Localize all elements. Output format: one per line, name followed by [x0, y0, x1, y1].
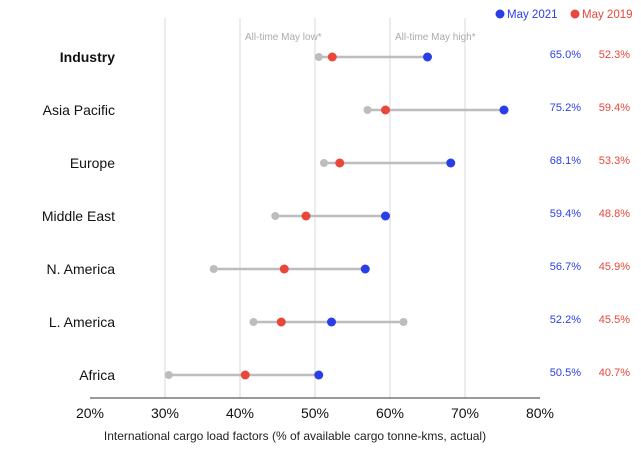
- region-labels: Industry Asia Pacific Europe Middle East N. …: [42, 49, 115, 383]
- range-min-point: [249, 318, 258, 326]
- may-2021-point: [499, 105, 509, 115]
- x-axis: 20% 30% 40% 50% 60% 70% 80%: [76, 397, 554, 421]
- region-label: Industry: [60, 49, 115, 65]
- may-2021-value: 56.7%: [550, 261, 581, 273]
- may-2019-value: 53.3%: [599, 155, 630, 167]
- may-2019-value: 59.4%: [599, 102, 630, 114]
- may-2021-point: [360, 264, 370, 274]
- may-2021-point: [423, 52, 432, 62]
- x-tick-label: 70%: [451, 405, 479, 421]
- grid-lines: [164, 18, 466, 398]
- range-min-point: [314, 53, 323, 61]
- region-label: N. America: [47, 261, 116, 277]
- reference-line-label: All-time May low*: [245, 32, 322, 43]
- x-tick-label: 30%: [151, 405, 179, 421]
- legend-label: May 2021: [507, 9, 558, 21]
- may-2019-value: 48.8%: [599, 208, 630, 220]
- range-max-point: [399, 318, 408, 326]
- may-2019-point: [301, 211, 311, 221]
- x-tick-label: 40%: [226, 405, 254, 421]
- may-2021-value: 52.2%: [550, 314, 581, 326]
- value-labels: 65.0% 52.3% 75.2% 59.4% 68.1% 53.3% 59.4% 48.8%…: [550, 49, 630, 379]
- may-2019-point: [327, 52, 337, 62]
- region-label: L. America: [49, 314, 115, 330]
- may-2019-value: 45.5%: [599, 314, 630, 326]
- may-2021-value: 50.5%: [550, 367, 581, 379]
- reference-line-labels: All-time May low* All-time May high*: [245, 32, 476, 43]
- range-min-point: [271, 212, 280, 220]
- x-tick-label: 80%: [526, 405, 554, 421]
- region-label: Europe: [70, 155, 115, 171]
- x-axis-title: International cargo load factors (% of a…: [104, 429, 486, 443]
- may-2021-value: 65.0%: [550, 49, 581, 61]
- may-2019-point: [335, 158, 345, 168]
- may-2019-value: 52.3%: [599, 49, 630, 61]
- region-label: Middle East: [42, 208, 115, 224]
- may-2021-point: [314, 370, 324, 380]
- reference-line-label: All-time May high*: [395, 32, 476, 43]
- may-2021-value: 75.2%: [550, 102, 581, 114]
- region-label: Asia Pacific: [43, 102, 115, 118]
- may-2019-value: 40.7%: [599, 367, 630, 379]
- region-label: Africa: [79, 367, 115, 383]
- x-tick-label: 50%: [301, 405, 329, 421]
- legend-label: May 2019: [582, 9, 633, 21]
- may-2019-point: [276, 317, 286, 327]
- legend: May 2021 May 2019: [495, 9, 633, 21]
- range-min-point: [320, 159, 328, 167]
- may-2021-point: [381, 211, 390, 221]
- legend-marker: [495, 9, 505, 19]
- may-2021-point: [446, 158, 456, 168]
- may-2019-point: [279, 264, 289, 274]
- may-2021-value: 68.1%: [550, 155, 581, 167]
- may-2021-value: 59.4%: [550, 208, 581, 220]
- range-min-point: [209, 265, 218, 273]
- x-tick-label: 60%: [376, 405, 404, 421]
- legend-marker: [570, 9, 580, 19]
- may-2019-point: [240, 370, 250, 380]
- may-2021-point: [327, 317, 336, 327]
- range-min-point: [164, 371, 173, 379]
- range-bars: [168, 55, 504, 377]
- range-min-point: [363, 106, 372, 114]
- data-points: [164, 52, 509, 380]
- x-tick-label: 20%: [76, 405, 104, 421]
- may-2019-point: [381, 105, 390, 115]
- may-2019-value: 45.9%: [599, 261, 630, 273]
